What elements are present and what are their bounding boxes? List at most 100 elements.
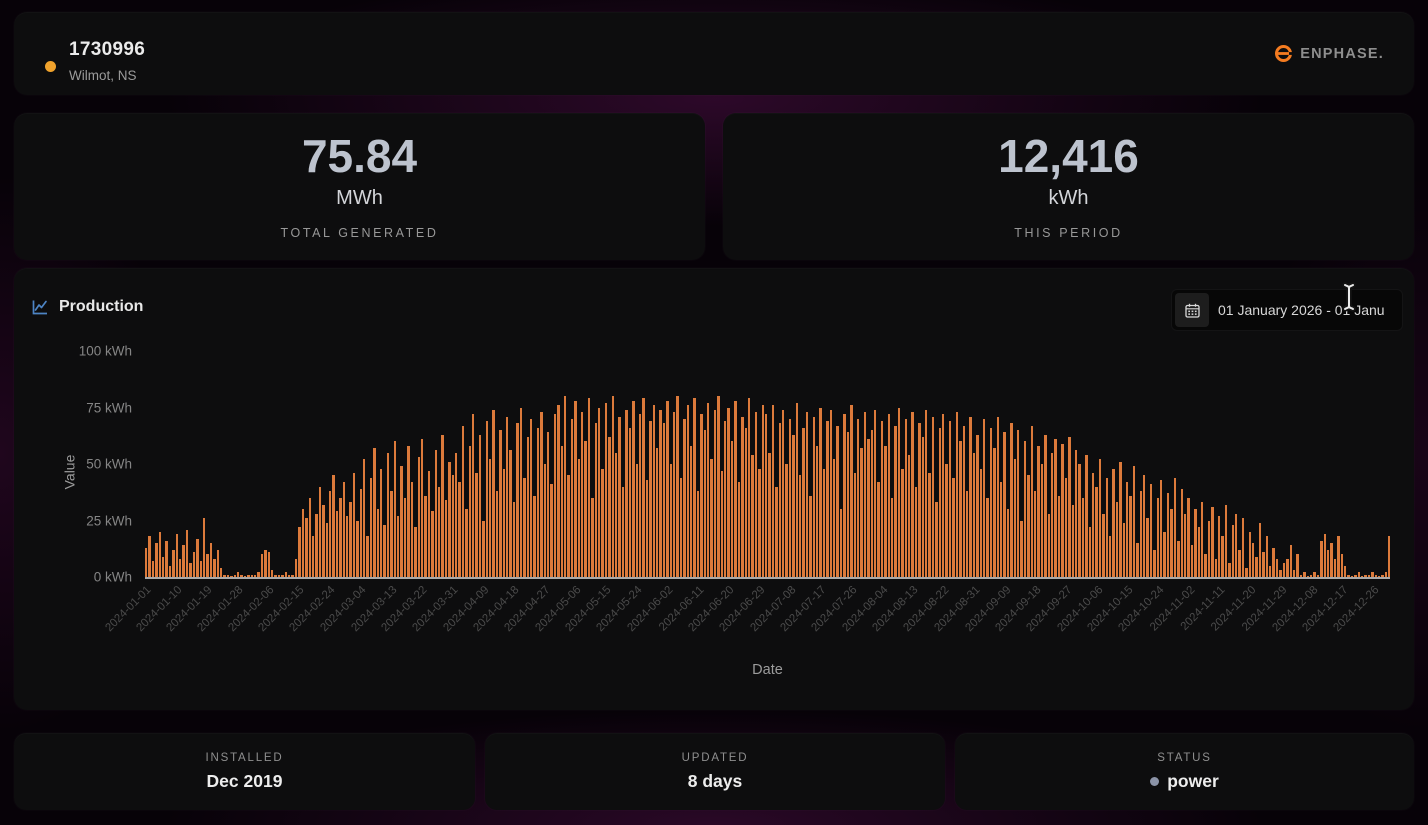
- bar: [1027, 475, 1030, 577]
- installed-value: Dec 2019: [206, 770, 283, 791]
- bar: [1119, 461, 1122, 577]
- bar: [679, 477, 683, 577]
- bar: [894, 425, 897, 577]
- bar: [516, 423, 519, 577]
- stat-value: 12,416: [998, 130, 1139, 182]
- bar: [873, 409, 877, 577]
- bar: [693, 398, 696, 577]
- bar: [1217, 515, 1221, 577]
- bar: [652, 405, 655, 577]
- bar: [1034, 491, 1037, 577]
- stat-value: 75.84: [301, 130, 418, 182]
- y-ticks: 0 kWh 25 kWh 50 kWh 75 kWh 100 kWh: [14, 344, 132, 585]
- bar: [672, 412, 676, 577]
- brand-text: ENPHASE.: [1300, 45, 1384, 62]
- bar: [1108, 536, 1112, 577]
- bar: [458, 482, 461, 577]
- x-ticks: 2024-01-01 2024-01-10 2024-01-19 2024-01-28…: [103, 582, 1390, 660]
- bar: [1091, 473, 1095, 577]
- bar: [1381, 574, 1384, 577]
- bar: [1388, 536, 1390, 577]
- bar: [410, 482, 414, 577]
- bar: [1112, 468, 1115, 577]
- bar: [172, 549, 175, 577]
- bar: [250, 574, 253, 577]
- bar: [1214, 558, 1217, 577]
- date-range-value[interactable]: 01 January 2026 - 01 Janu: [1218, 302, 1385, 318]
- bar: [243, 575, 247, 577]
- bar: [785, 464, 788, 577]
- bar: [833, 459, 836, 577]
- bar: [819, 407, 822, 577]
- bar: [1187, 497, 1190, 577]
- bar: [1364, 574, 1367, 577]
- bar: [802, 427, 805, 577]
- bar: [628, 427, 632, 577]
- bar: [1190, 545, 1194, 577]
- bar: [700, 414, 703, 577]
- bar: [420, 439, 424, 577]
- bar: [938, 427, 942, 577]
- bar: [1040, 464, 1044, 577]
- chart-title: Production: [59, 298, 144, 315]
- bar: [567, 475, 570, 577]
- bar: [196, 538, 199, 577]
- bar: [451, 475, 454, 577]
- bar: [465, 509, 468, 577]
- bar: [1296, 554, 1299, 577]
- bar: [867, 439, 870, 577]
- bar: [386, 452, 390, 577]
- bar: [655, 448, 659, 577]
- bar: [662, 423, 666, 577]
- bar: [720, 470, 724, 577]
- bar: [1241, 518, 1245, 577]
- bar: [618, 416, 621, 577]
- bar: [1153, 549, 1156, 577]
- bar: [271, 570, 274, 577]
- bar: [914, 486, 918, 577]
- bar: [747, 398, 751, 577]
- bar: [216, 549, 219, 577]
- bar: [822, 468, 826, 577]
- bar: [1350, 575, 1354, 577]
- enphase-logo-icon: [1274, 44, 1293, 63]
- bar: [788, 418, 792, 577]
- bar: [557, 405, 560, 577]
- bar: [168, 565, 172, 577]
- bar: [1231, 525, 1234, 577]
- bar: [383, 525, 386, 577]
- y-tick-label: 100 kWh: [78, 343, 132, 359]
- stat-card-this-period: 12,416 kWh THIS PERIOD: [723, 113, 1414, 260]
- bar: [393, 441, 397, 577]
- header-card: 1730996 Wilmot, NS ENPHASE.: [14, 12, 1414, 95]
- bar: [1289, 545, 1292, 577]
- bar: [1265, 536, 1269, 577]
- bar: [707, 402, 710, 577]
- bar: [799, 475, 802, 577]
- bar: [778, 423, 781, 577]
- bar: [918, 423, 921, 577]
- bar: [1286, 558, 1289, 577]
- bar: [792, 434, 795, 577]
- bar: [1068, 436, 1071, 577]
- bar: [1255, 556, 1258, 577]
- bar: [921, 436, 925, 577]
- bar: [1326, 549, 1330, 577]
- bar: [928, 473, 931, 577]
- bar: [1245, 567, 1248, 577]
- bar: [979, 468, 982, 577]
- bar: [635, 464, 638, 577]
- stat-label: THIS PERIOD: [1014, 226, 1123, 240]
- bar: [444, 500, 448, 577]
- bar: [734, 400, 737, 577]
- date-range-picker[interactable]: 01 January 2026 - 01 Janu: [1172, 290, 1402, 330]
- bar: [1163, 531, 1166, 577]
- calendar-icon[interactable]: [1175, 293, 1209, 327]
- bar: [523, 477, 526, 577]
- bar: [584, 441, 587, 577]
- bar: [148, 536, 151, 577]
- bar: [686, 405, 689, 577]
- bar: [1098, 459, 1102, 577]
- bar: [642, 398, 645, 577]
- bar: [199, 561, 202, 577]
